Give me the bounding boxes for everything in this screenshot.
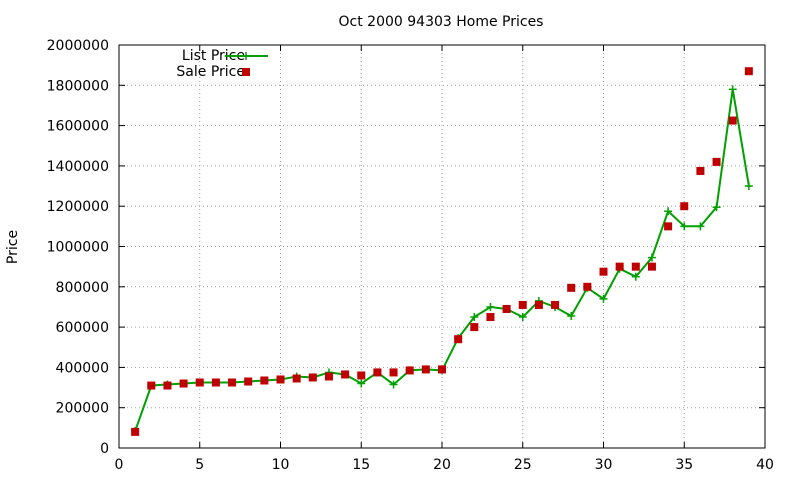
y-tick-label: 800000 xyxy=(56,280,109,296)
list-price-point xyxy=(486,302,495,311)
plot-area xyxy=(131,67,753,436)
sale-price-point xyxy=(373,368,382,377)
legend-marker-list-price xyxy=(242,52,250,60)
sale-price-point xyxy=(599,267,608,276)
sale-price-point xyxy=(647,262,656,271)
list-price-point xyxy=(664,207,673,216)
grid xyxy=(119,45,765,448)
list-price-point xyxy=(357,379,366,388)
list-price-line xyxy=(134,89,750,432)
sale-price-point xyxy=(454,335,463,344)
sale-price-point xyxy=(728,116,737,125)
axes: 0 5 10 15 20 25 30 35 40 0 200000 400000 600000 80000… xyxy=(47,38,774,473)
y-tick-label: 2000000 xyxy=(47,38,109,54)
list-price-point xyxy=(680,222,689,231)
y-tick-label: 400000 xyxy=(56,360,109,376)
x-tick-label: 40 xyxy=(756,457,774,473)
legend-label-sale-price: Sale Price xyxy=(176,64,245,80)
x-tick-label: 15 xyxy=(352,457,370,473)
sale-price-point xyxy=(405,366,414,375)
legend-marker-sale-price xyxy=(242,68,250,76)
y-axis-label: Price xyxy=(5,230,21,264)
x-tick-label: 0 xyxy=(115,457,124,473)
sale-price-point xyxy=(534,300,543,309)
y-tick-label: 0 xyxy=(100,441,109,457)
list-price-point xyxy=(696,222,705,231)
sale-price-point xyxy=(680,202,689,211)
y-tick-label: 1000000 xyxy=(47,240,109,256)
sale-price-point xyxy=(567,283,576,292)
list-price-point xyxy=(631,272,640,281)
sale-price-point xyxy=(486,313,495,322)
sale-price-point xyxy=(551,300,560,309)
list-price-point xyxy=(647,253,656,262)
sale-price-point xyxy=(615,262,624,271)
sale-price-point xyxy=(583,282,592,291)
list-price-point xyxy=(599,294,608,303)
sale-price-point xyxy=(631,262,640,271)
sale-price-point xyxy=(276,375,285,384)
x-tick-label: 5 xyxy=(195,457,204,473)
sale-price-point xyxy=(324,372,333,381)
sale-price-point xyxy=(744,67,753,76)
sale-price-point xyxy=(260,376,269,385)
sale-price-point xyxy=(712,157,721,166)
sale-price-point xyxy=(470,323,479,332)
list-price-point xyxy=(567,312,576,321)
sale-price-point xyxy=(421,365,430,374)
list-price-point xyxy=(744,182,753,191)
x-tick-label: 35 xyxy=(675,457,693,473)
list-price-point xyxy=(728,85,737,94)
sale-price-point xyxy=(357,371,366,380)
sale-price-point xyxy=(341,370,350,379)
y-tick-label: 1800000 xyxy=(47,78,109,94)
sale-price-point xyxy=(244,377,253,386)
y-tick-label: 600000 xyxy=(56,320,109,336)
sale-price-point xyxy=(664,222,673,231)
y-tick-label: 1600000 xyxy=(47,119,109,135)
list-price-point xyxy=(470,313,479,322)
y-tick-label: 200000 xyxy=(56,401,109,417)
x-tick-label: 25 xyxy=(514,457,532,473)
sale-price-point xyxy=(195,378,204,387)
sale-price-point xyxy=(308,373,317,382)
sale-price-point xyxy=(163,381,172,390)
list-price-point xyxy=(712,203,721,212)
sale-price-point xyxy=(502,304,511,313)
sale-price-point xyxy=(179,379,188,388)
sale-price-point xyxy=(147,381,156,390)
x-tick-label: 30 xyxy=(595,457,613,473)
y-tick-label: 1400000 xyxy=(47,159,109,175)
sale-price-point xyxy=(438,365,446,374)
sale-price-point xyxy=(131,427,140,436)
sale-price-point xyxy=(292,374,301,383)
x-tick-label: 20 xyxy=(433,457,451,473)
sale-price-point xyxy=(518,300,527,309)
chart-title: Oct 2000 94303 Home Prices xyxy=(339,14,544,30)
legend-label-list-price: List Price xyxy=(182,48,245,64)
sale-price-point xyxy=(696,166,705,175)
sale-price-point xyxy=(389,368,398,377)
x-tick-label: 10 xyxy=(272,457,290,473)
list-price-point xyxy=(518,313,527,322)
y-tick-label: 1200000 xyxy=(47,199,109,215)
sale-price-point xyxy=(228,378,237,387)
list-price-point xyxy=(389,380,398,389)
sale-price-point xyxy=(211,378,220,387)
